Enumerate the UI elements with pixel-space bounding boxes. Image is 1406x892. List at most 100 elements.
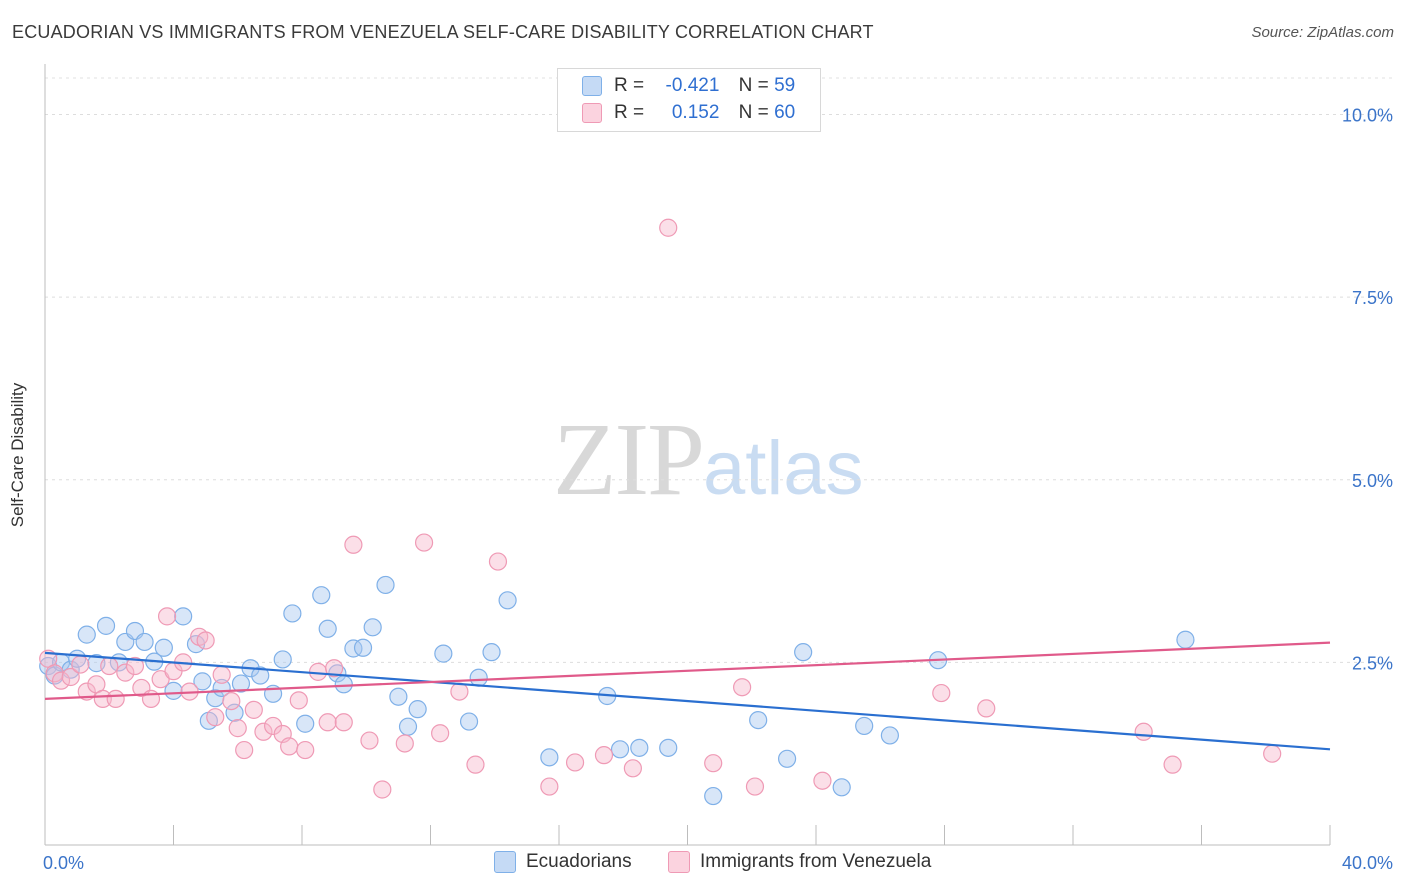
- y-tick-label: 10.0%: [1342, 106, 1393, 126]
- data-point: [540, 748, 559, 767]
- data-point: [469, 668, 488, 687]
- data-point: [395, 734, 414, 753]
- data-point: [794, 643, 813, 662]
- watermark: ZIPatlas: [553, 400, 864, 519]
- data-point: [206, 708, 225, 727]
- data-point: [832, 778, 851, 797]
- data-point: [498, 591, 517, 610]
- data-point: [360, 731, 379, 750]
- data-point: [296, 740, 315, 760]
- data-point: [100, 656, 119, 676]
- data-point: [977, 699, 996, 718]
- data-point: [363, 618, 382, 637]
- legend-r-label: R =: [614, 75, 645, 96]
- data-point: [745, 777, 765, 796]
- bottom-legend-ecuadorians: Ecuadorians: [494, 851, 632, 873]
- y-axis-label: Self-Care Disability: [8, 382, 27, 528]
- legend-swatch-venezuela: [582, 103, 602, 123]
- data-point: [325, 659, 344, 678]
- data-point: [813, 771, 832, 790]
- data-point: [704, 786, 723, 806]
- legend-r-label: R =: [614, 102, 645, 123]
- data-point: [151, 670, 170, 689]
- bottom-legend-swatch-ecuadorians: [494, 851, 516, 873]
- data-point: [434, 644, 453, 663]
- data-point: [610, 740, 630, 759]
- data-point: [450, 682, 469, 701]
- data-point: [777, 749, 797, 768]
- data-point: [235, 740, 254, 760]
- data-point: [482, 643, 501, 662]
- data-point: [1176, 630, 1195, 649]
- data-point: [251, 666, 270, 685]
- tick-labels: 2.5% 5.0% 7.5% 10.0% 0.0% 40.0%: [43, 106, 1393, 873]
- legend-r-value: -0.421: [665, 75, 720, 96]
- data-point: [212, 665, 231, 684]
- data-point: [408, 700, 427, 719]
- data-point: [157, 607, 177, 626]
- legend-row-venezuela: R = 0.152 N = 60: [582, 102, 795, 126]
- legend-n-label: N =: [738, 75, 769, 96]
- data-point: [51, 671, 71, 690]
- trend-line: [44, 651, 1331, 751]
- data-point: [389, 687, 408, 706]
- data-point: [135, 632, 154, 652]
- y-tick-label: 5.0%: [1352, 471, 1393, 491]
- data-point: [318, 713, 337, 732]
- data-point: [733, 678, 752, 697]
- data-point: [1134, 722, 1153, 741]
- legend-r-value: 0.152: [671, 102, 720, 123]
- data-point: [222, 691, 241, 711]
- data-point: [932, 683, 951, 703]
- data-point: [594, 746, 614, 765]
- chart-title: ECUADORIAN VS IMMIGRANTS FROM VENEZUELA …: [12, 22, 874, 42]
- trend-lines: [44, 641, 1331, 751]
- data-point: [280, 737, 299, 756]
- data-point: [164, 681, 183, 700]
- data-point: [96, 616, 116, 635]
- data-point: [225, 703, 244, 722]
- data-point: [398, 717, 418, 736]
- data-point: [414, 533, 434, 552]
- y-tick-label: 7.5%: [1352, 288, 1393, 308]
- legend-swatch-ecuadorians: [582, 76, 602, 96]
- data-point: [228, 719, 247, 738]
- data-point: [466, 755, 485, 774]
- data-point: [1263, 744, 1282, 763]
- legend-n-label: N =: [738, 102, 769, 123]
- data-point: [431, 724, 450, 743]
- bottom-legend-label: Ecuadorians: [526, 851, 632, 872]
- bottom-legend-label: Immigrants from Venezuela: [700, 851, 932, 872]
- data-point: [1163, 755, 1182, 774]
- x-tick-label: 40.0%: [1342, 853, 1393, 873]
- bottom-legend-venezuela: Immigrants from Venezuela: [668, 851, 931, 873]
- data-point: [334, 713, 353, 732]
- data-point: [273, 650, 292, 669]
- data-point: [289, 691, 308, 710]
- data-point: [353, 638, 373, 657]
- data-point: [659, 218, 678, 237]
- data-point: [254, 722, 273, 741]
- data-point: [71, 655, 90, 674]
- data-point: [244, 700, 263, 719]
- data-point: [193, 672, 212, 691]
- data-point: [93, 689, 112, 709]
- data-point: [659, 738, 678, 757]
- data-point: [283, 604, 302, 623]
- legend-row-ecuadorians: R = -0.421 N = 59: [582, 75, 795, 99]
- data-point: [623, 759, 642, 778]
- data-point: [488, 552, 508, 571]
- data-point: [344, 639, 363, 658]
- data-point: [704, 754, 723, 773]
- data-point: [77, 625, 96, 644]
- bottom-legend-swatch-venezuela: [668, 851, 690, 873]
- watermark-atlas: atlas: [703, 426, 864, 511]
- y-tick-label: 2.5%: [1352, 653, 1393, 673]
- data-point: [376, 575, 395, 595]
- watermark-zip: ZIP: [553, 402, 705, 517]
- source-label: Source: ZipAtlas.com: [1251, 24, 1394, 41]
- trend-line: [44, 641, 1331, 701]
- data-point: [312, 586, 331, 605]
- legend-n-value: 59: [774, 75, 796, 96]
